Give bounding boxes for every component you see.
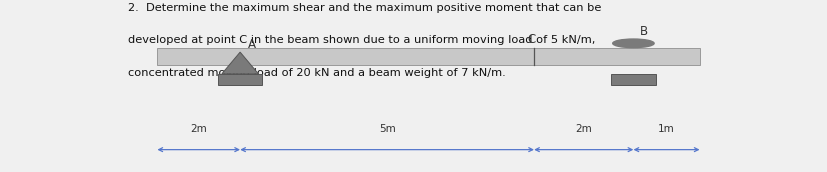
- Text: A: A: [248, 38, 256, 51]
- Text: 2m: 2m: [190, 124, 207, 134]
- Polygon shape: [222, 52, 258, 74]
- Text: 2.  Determine the maximum shear and the maximum positive moment that can be: 2. Determine the maximum shear and the m…: [128, 3, 601, 13]
- Text: developed at point C in the beam shown due to a uniform moving load of 5 kN/m,: developed at point C in the beam shown d…: [128, 35, 595, 45]
- Text: 2m: 2m: [575, 124, 591, 134]
- Text: C: C: [527, 33, 535, 46]
- Bar: [610, 74, 655, 85]
- Text: B: B: [639, 25, 648, 38]
- Bar: [157, 48, 699, 65]
- Text: concentrated moving load of 20 kN and a beam weight of 7 kN/m.: concentrated moving load of 20 kN and a …: [128, 68, 505, 78]
- Text: 1m: 1m: [657, 124, 674, 134]
- Text: 5m: 5m: [378, 124, 395, 134]
- Bar: [218, 74, 262, 85]
- Circle shape: [612, 39, 653, 48]
